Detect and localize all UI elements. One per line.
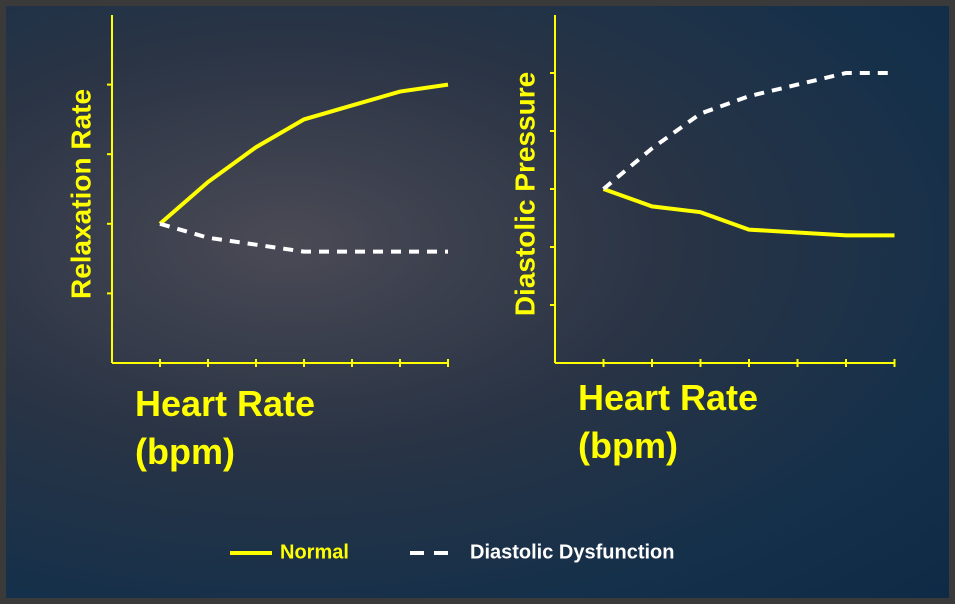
data-line — [602, 71, 895, 191]
legend-label: Normal — [280, 541, 349, 563]
x-axis-label: Heart Rate (bpm) — [135, 383, 316, 472]
legend-label: Diastolic Dysfunction — [470, 541, 674, 563]
data-line — [158, 82, 449, 226]
data-line — [159, 221, 448, 254]
x-axis-label: Heart Rate (bpm) — [578, 377, 759, 466]
y-axis-label: Diastolic Pressure — [509, 72, 540, 316]
data-line — [602, 187, 895, 238]
chart-canvas: Relaxation Rate Diastolic Pressure Normal D… — [65, 15, 896, 563]
y-axis-label: Relaxation Rate — [65, 89, 96, 299]
